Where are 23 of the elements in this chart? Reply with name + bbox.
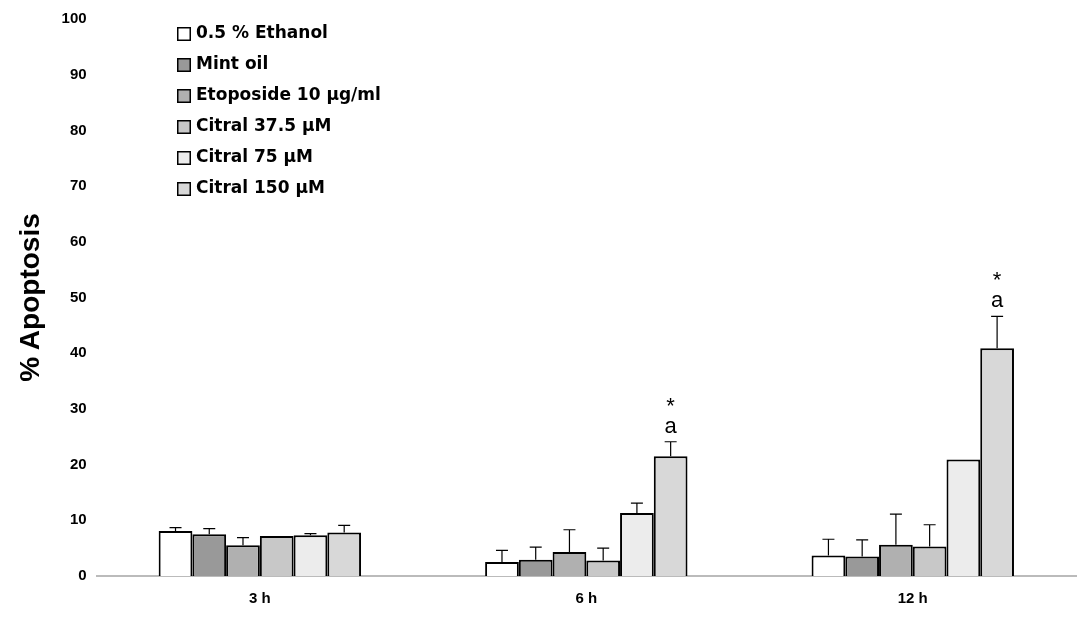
y-tick-label: 20 <box>69 454 87 472</box>
x-tick-label: 6 h <box>575 589 598 607</box>
y-tick-label: 30 <box>69 399 87 417</box>
y-tick-label: 80 <box>69 120 87 138</box>
legend-label: Citral 150 µM <box>196 177 325 198</box>
legend-label: 0.5 % Ethanol <box>196 22 328 43</box>
legend-label: Citral 37.5 µM <box>196 115 332 136</box>
y-axis-title: % Apoptosis <box>13 213 45 382</box>
x-tick-label: 12 h <box>897 589 928 607</box>
x-tick-label: 3 h <box>249 589 271 607</box>
y-tick-label: 60 <box>69 231 87 249</box>
legend-label: Citral 75 µM <box>196 146 314 167</box>
data-label: * a <box>663 392 678 438</box>
legend-label: Mint oil <box>196 53 269 74</box>
y-tick-label: 90 <box>69 64 87 82</box>
y-tick-label: 50 <box>69 287 87 305</box>
data-label: * a <box>989 267 1005 313</box>
y-tick-label: 40 <box>69 343 87 361</box>
legend-label: Etoposide 10 µg/ml <box>196 84 381 105</box>
y-tick-label: 10 <box>69 510 87 528</box>
y-tick-label: 70 <box>69 176 87 194</box>
y-tick-label: 0 <box>78 566 87 584</box>
y-tick-label: 100 <box>61 9 87 27</box>
